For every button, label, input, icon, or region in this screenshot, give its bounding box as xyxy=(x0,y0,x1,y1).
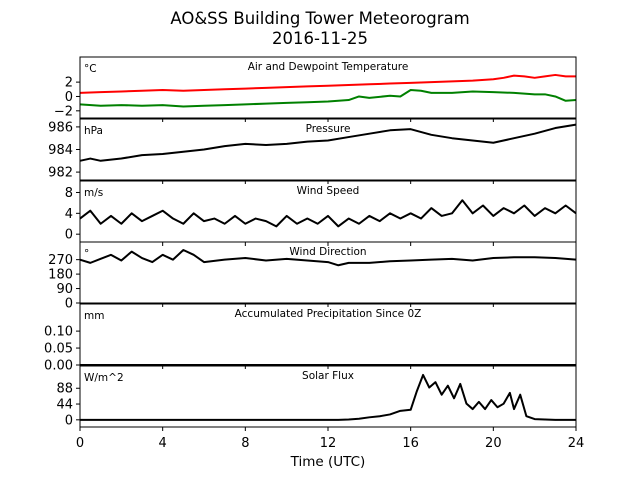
panel-4-ytick-label-1: 0.05 xyxy=(44,342,73,357)
xtick-label-5: 20 xyxy=(485,436,502,451)
panel-0-ytick-label-2: 2 xyxy=(65,76,73,91)
panel-1-unit: hPa xyxy=(84,125,103,137)
panel-4-unit: mm xyxy=(84,310,104,322)
panel-4-ytick-label-0: 0.00 xyxy=(44,359,73,374)
panel-2-unit: m/s xyxy=(84,187,103,199)
panel-3-ytick-label-3: 270 xyxy=(48,253,73,268)
panel-0-ytick-label-0: −2 xyxy=(54,104,73,119)
panel-0-unit: °C xyxy=(84,63,97,75)
xtick-label-3: 12 xyxy=(320,436,337,451)
panel-0-ytick-label-1: 0 xyxy=(65,90,73,105)
panel-2: 0 4 8 Wind Speed m/s xyxy=(65,180,577,246)
panel-4-title: Accumulated Precipitation Since 0Z xyxy=(235,308,422,320)
xtick-label-6: 24 xyxy=(568,436,585,451)
panel-4: 0.00 0.05 0.10 Accumulated Precipitation Si… xyxy=(44,303,577,374)
panel-2-series-0-line xyxy=(79,199,577,228)
xtick-label-0: 0 xyxy=(76,436,84,451)
panel-1-ytick-label-0: 982 xyxy=(48,166,73,181)
panel-3-ytick-label-2: 180 xyxy=(48,268,73,283)
panel-3-ytick-label-0: 0 xyxy=(65,297,73,312)
xtick-label-4: 16 xyxy=(402,436,419,451)
panel-5-title: Solar Flux xyxy=(302,370,354,382)
panel-2-title: Wind Speed xyxy=(297,185,360,197)
xtick-label-2: 8 xyxy=(241,436,249,451)
xtick-label-1: 4 xyxy=(159,436,167,451)
panel-0-series-0-line xyxy=(79,73,576,94)
panel-2-ytick-label-2: 8 xyxy=(65,186,73,201)
panel-5-series-0-line xyxy=(80,373,576,421)
panel-0-series-1-line xyxy=(79,89,577,108)
panel-5-unit: W/m^2 xyxy=(84,372,124,384)
panel-1-ytick-label-1: 984 xyxy=(48,143,73,158)
panel-5-ytick-label-0: 0 xyxy=(65,413,73,428)
chart-subtitle: 2016-11-25 xyxy=(272,29,368,48)
panel-2-ytick-label-1: 4 xyxy=(65,207,73,222)
panel-2-ytick-label-0: 0 xyxy=(65,228,73,243)
panel-1-series-0-line xyxy=(79,123,577,162)
chart-title: AO&SS Building Tower Meteorogram xyxy=(170,9,469,28)
panel-0-title: Air and Dewpoint Temperature xyxy=(248,61,409,73)
panel-5-ytick-label-1: 44 xyxy=(56,398,73,413)
panel-4-ytick-label-2: 0.10 xyxy=(44,325,73,340)
panel-1-title: Pressure xyxy=(306,123,351,135)
panel-3-series-0-line xyxy=(79,249,577,267)
x-axis-label: Time (UTC) xyxy=(290,454,366,470)
panel-1-ytick-label-2: 986 xyxy=(48,120,73,135)
panel-3-title: Wind Direction xyxy=(289,246,366,258)
panel-1: 982 984 986 Pressure hPa xyxy=(48,118,577,184)
panel-3-ytick-label-1: 90 xyxy=(56,282,73,297)
panel-3-unit: ° xyxy=(84,248,89,260)
panel-0: −202 Air and Dewpoint Temperature °C xyxy=(54,56,577,122)
panel-5-ytick-label-2: 88 xyxy=(56,382,73,397)
